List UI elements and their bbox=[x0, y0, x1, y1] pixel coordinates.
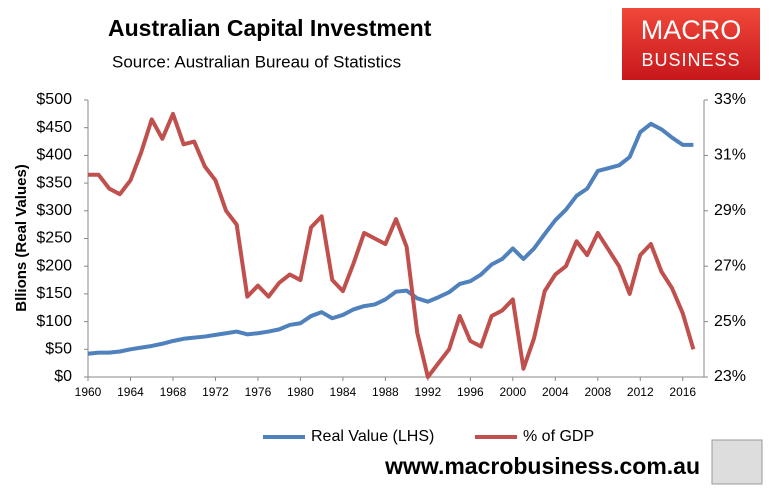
x-tick-label: 1988 bbox=[372, 385, 399, 399]
y2-tick-label: 31% bbox=[714, 147, 746, 164]
x-tick-label: 1996 bbox=[457, 385, 484, 399]
y2-tick-label: 29% bbox=[714, 202, 746, 219]
x-tick-label: 1992 bbox=[415, 385, 442, 399]
x-tick-label: 1964 bbox=[117, 385, 144, 399]
logo-image bbox=[711, 439, 763, 485]
logo-text: MACRO bbox=[641, 15, 742, 45]
x-tick-label: 1984 bbox=[330, 385, 357, 399]
x-tick-label: 2016 bbox=[669, 385, 696, 399]
y2-tick-label: 25% bbox=[714, 313, 746, 330]
y-tick-label: $500 bbox=[36, 91, 72, 108]
y-tick-label: $400 bbox=[36, 147, 72, 164]
y2-tick-label: 23% bbox=[714, 368, 746, 385]
series-line bbox=[88, 111, 696, 379]
y-tick-label: $100 bbox=[36, 313, 72, 330]
chart-subtitle: Source: Australian Bureau of Statistics bbox=[112, 52, 401, 71]
x-tick-label: 2000 bbox=[499, 385, 526, 399]
chart-title: Australian Capital Investment bbox=[108, 15, 432, 41]
y-tick-label: $50 bbox=[45, 341, 72, 358]
x-tick-label: 2004 bbox=[542, 385, 569, 399]
legend-label: Real Value (LHS) bbox=[311, 428, 434, 445]
y-tick-label: $150 bbox=[36, 285, 72, 302]
footer: www.macrobusiness.com.au bbox=[384, 453, 700, 479]
y-axis-label: Bllions (Real Values) bbox=[13, 164, 30, 312]
x-tick-label: 2012 bbox=[627, 385, 654, 399]
x-tick-label: 1980 bbox=[287, 385, 314, 399]
x-tick-label: 2008 bbox=[584, 385, 611, 399]
legend-label: % of GDP bbox=[523, 428, 594, 445]
y2-tick-label: 27% bbox=[714, 257, 746, 274]
y-tick-label: $450 bbox=[36, 119, 72, 136]
x-tick-label: 1976 bbox=[245, 385, 272, 399]
x-tick-label: 1972 bbox=[202, 385, 229, 399]
y-tick-label: $0 bbox=[54, 368, 72, 385]
series-line bbox=[87, 121, 694, 356]
y2-tick-label: 33% bbox=[714, 91, 746, 108]
x-tick-label: 1968 bbox=[160, 385, 187, 399]
logo-text: BUSINESS bbox=[641, 50, 740, 70]
y-tick-label: $300 bbox=[36, 202, 72, 219]
y-tick-label: $200 bbox=[36, 257, 72, 274]
logo bbox=[622, 8, 760, 80]
y-tick-label: $350 bbox=[36, 174, 72, 191]
y-tick-label: $250 bbox=[36, 230, 72, 247]
x-tick-label: 1960 bbox=[75, 385, 102, 399]
